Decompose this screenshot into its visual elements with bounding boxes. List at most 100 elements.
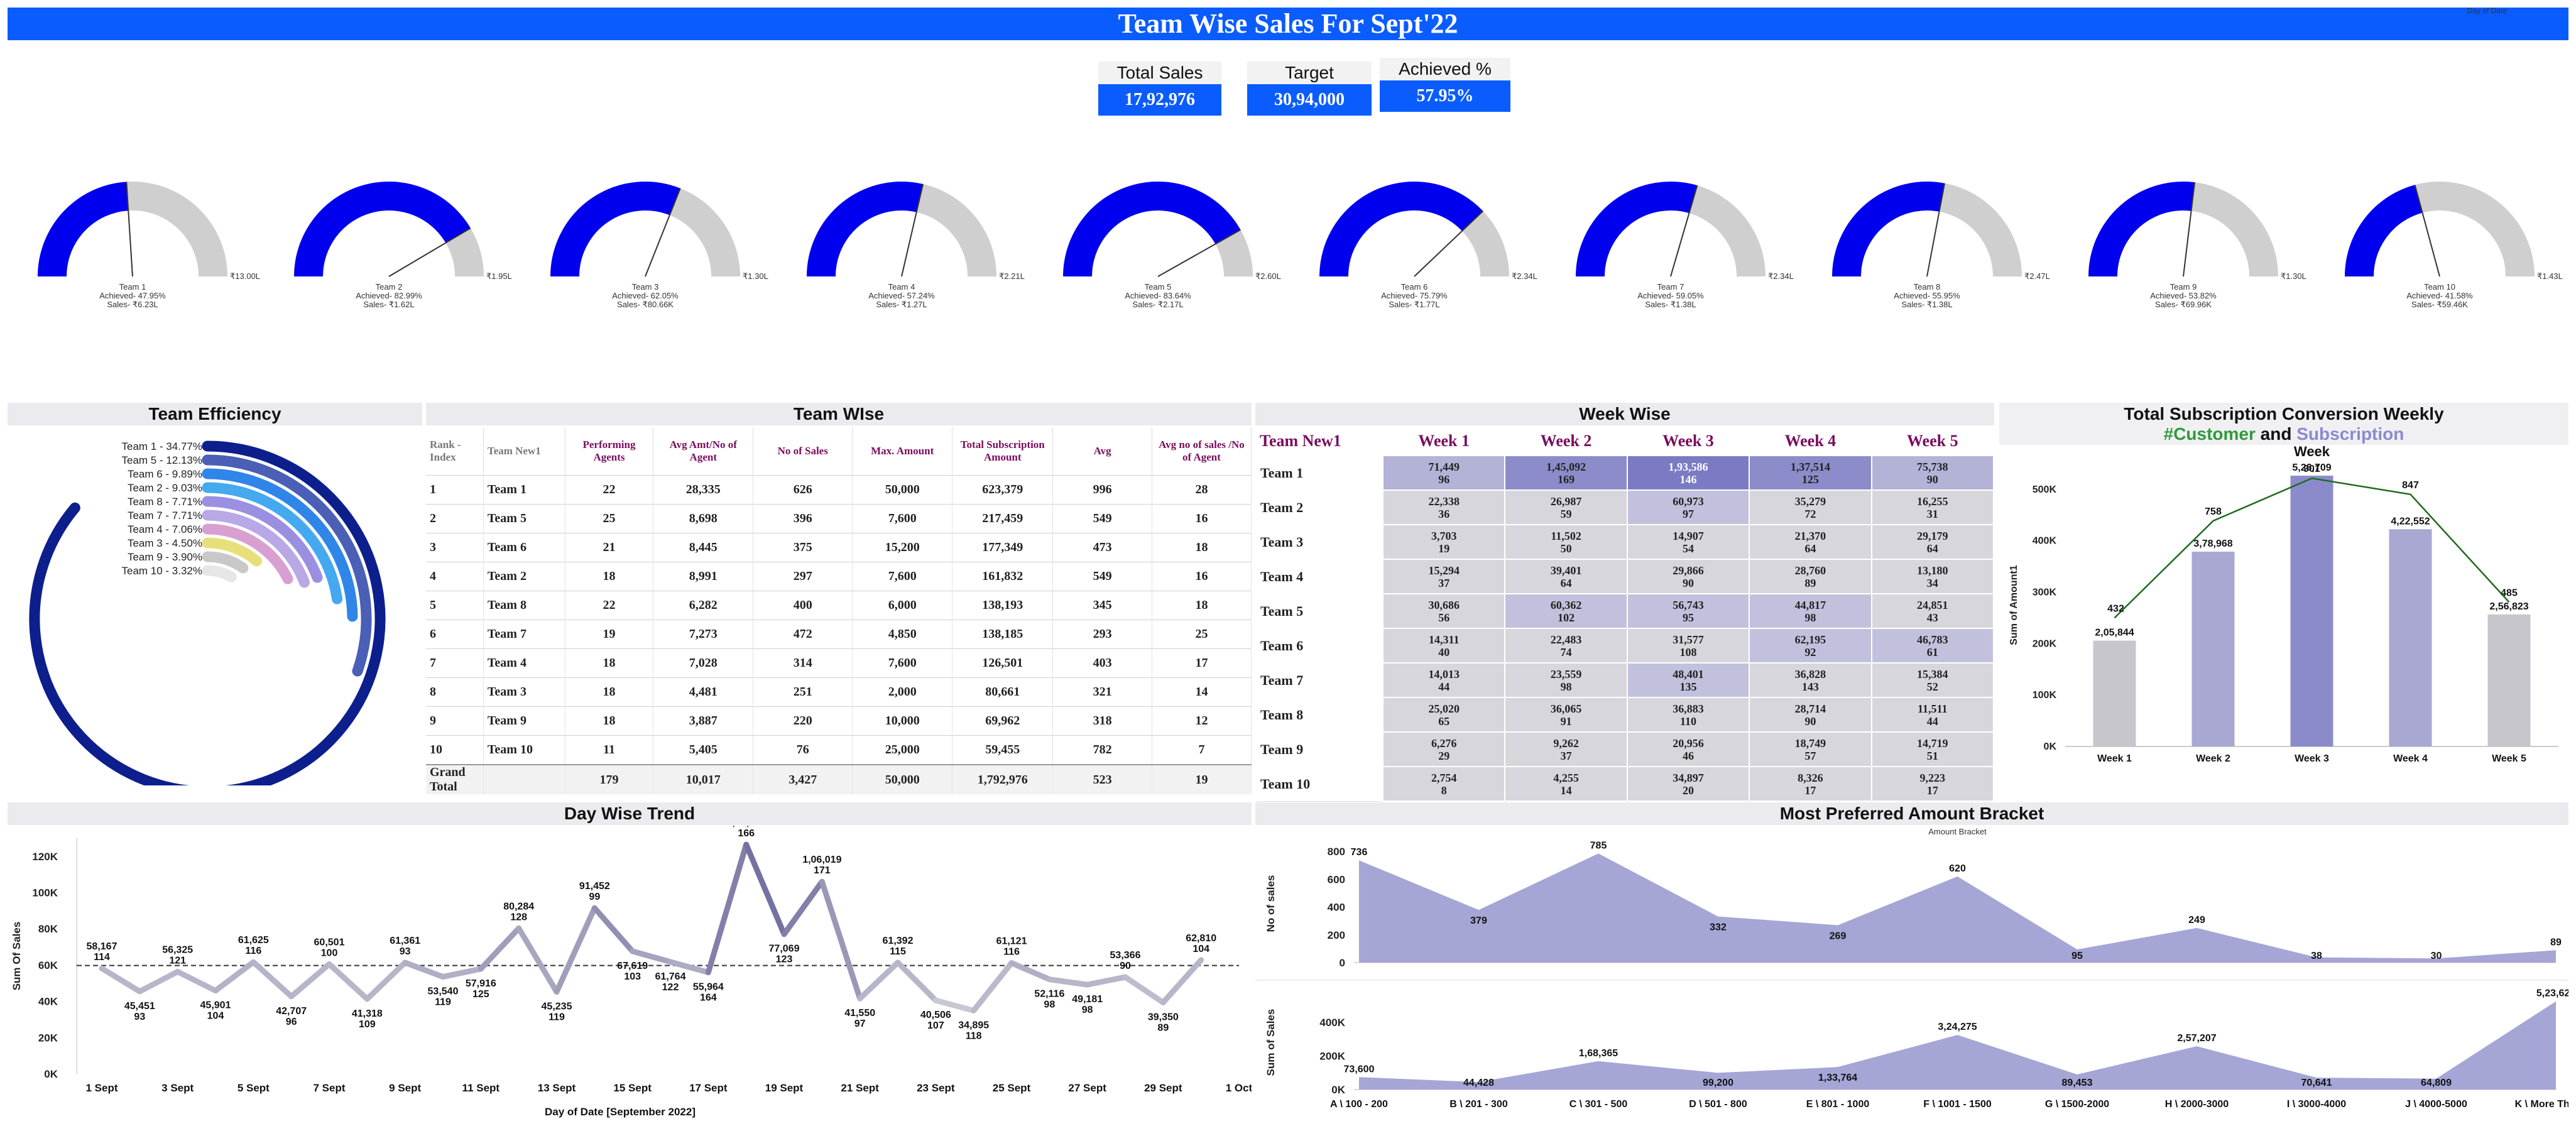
table-row[interactable]: Team 7 14,013 44 23,559 98 48,401 135 36,828 143… bbox=[1255, 662, 1995, 698]
bar[interactable] bbox=[2487, 614, 2531, 746]
grand-total-row[interactable]: Grand Total 179 10,017 3,427 50,000 1,792,976… bbox=[426, 764, 1252, 794]
table-row[interactable]: 9 Team 9 18 3,887 220 10,000 69,962 318 12 bbox=[426, 706, 1252, 736]
table-row[interactable]: Team 1 71,449 96 1,45,092 169 1,93,586 146 1,37… bbox=[1255, 455, 1995, 491]
table-row[interactable]: 4 Team 2 18 8,991 297 7,600 161,832 549 16 bbox=[426, 562, 1252, 591]
trend-segment[interactable] bbox=[743, 841, 787, 937]
week-cell[interactable]: 36,883 110 bbox=[1626, 697, 1750, 733]
week-cell[interactable]: 26,987 59 bbox=[1504, 489, 1628, 525]
trend-segment[interactable] bbox=[1046, 976, 1091, 988]
bar[interactable] bbox=[2191, 551, 2235, 746]
week-cell[interactable]: 36,828 143 bbox=[1749, 662, 1872, 698]
trend-segment[interactable] bbox=[1122, 974, 1166, 1005]
week-cell[interactable]: 34,897 20 bbox=[1626, 766, 1750, 802]
week-cell[interactable]: 1,37,514 125 bbox=[1749, 455, 1872, 491]
efficiency-arc[interactable] bbox=[202, 482, 343, 604]
efficiency-arc[interactable] bbox=[202, 510, 310, 588]
trend-segment[interactable] bbox=[1084, 974, 1128, 988]
col-header[interactable]: No of Sales bbox=[753, 427, 853, 476]
trend-segment[interactable] bbox=[971, 960, 1015, 1014]
week-cell[interactable]: 21,370 64 bbox=[1749, 524, 1872, 560]
table-row[interactable]: 3 Team 6 21 8,445 375 15,200 177,349 473 18 bbox=[426, 533, 1252, 562]
table-row[interactable]: 10 Team 10 11 5,405 76 25,000 59,455 782 7 bbox=[426, 735, 1252, 765]
col-header[interactable]: Week 1 bbox=[1418, 432, 1470, 450]
week-cell[interactable]: 23,559 98 bbox=[1504, 662, 1628, 698]
trend-segment[interactable] bbox=[554, 905, 598, 995]
week-cell[interactable]: 30,686 56 bbox=[1382, 593, 1506, 629]
table-row[interactable]: Team 4 15,294 37 39,401 64 29,866 90 28,760 89 13… bbox=[1255, 559, 1995, 594]
week-cell[interactable]: 14,013 44 bbox=[1382, 662, 1506, 698]
col-header[interactable]: Performing Agents bbox=[565, 427, 654, 476]
week-cell[interactable]: 6,276 29 bbox=[1382, 731, 1506, 767]
week-cell[interactable]: 60,362 102 bbox=[1504, 593, 1628, 629]
table-row[interactable]: Team 3 3,703 19 11,502 50 14,907 54 21,370 64 29,… bbox=[1255, 524, 1995, 560]
trend-segment[interactable] bbox=[1160, 957, 1204, 1005]
week-cell[interactable]: 46,783 61 bbox=[1870, 628, 1995, 664]
trend-segment[interactable] bbox=[478, 925, 522, 972]
week-cell[interactable]: 28,714 90 bbox=[1749, 697, 1872, 733]
week-cell[interactable]: 28,760 89 bbox=[1749, 559, 1872, 594]
table-row[interactable]: 1 Team 1 22 28,335 626 50,000 623,379 996 28 bbox=[426, 475, 1252, 505]
table-row[interactable]: Team 8 25,020 65 36,065 91 36,883 110 28,714 90 1… bbox=[1255, 697, 1995, 733]
col-header[interactable]: Avg bbox=[1052, 427, 1152, 476]
efficiency-arc[interactable] bbox=[202, 565, 237, 582]
efficiency-arc[interactable] bbox=[202, 496, 323, 583]
trend-segment[interactable] bbox=[402, 959, 446, 980]
week-cell[interactable]: 29,179 64 bbox=[1870, 524, 1995, 560]
trend-segment[interactable] bbox=[516, 925, 560, 995]
trend-segment[interactable] bbox=[250, 959, 295, 1000]
day-of-date-filter-label[interactable]: Day of Date bbox=[2467, 6, 2507, 15]
week-cell[interactable]: 25,020 65 bbox=[1382, 697, 1506, 733]
week-cell[interactable]: 11,502 50 bbox=[1504, 524, 1628, 560]
table-row[interactable]: Team 5 30,686 56 60,362 102 56,743 95 44,817 98 2… bbox=[1255, 593, 1995, 629]
week-cell[interactable]: 9,223 17 bbox=[1870, 766, 1995, 802]
efficiency-arc[interactable] bbox=[202, 537, 263, 567]
week-cell[interactable]: 16,255 31 bbox=[1870, 489, 1995, 525]
trend-segment[interactable] bbox=[781, 878, 825, 937]
week-cell[interactable]: 1,93,586 146 bbox=[1626, 455, 1750, 491]
trend-segment[interactable] bbox=[212, 959, 256, 994]
week-cell[interactable]: 36,065 91 bbox=[1504, 697, 1628, 733]
efficiency-arc[interactable] bbox=[29, 440, 386, 785]
trend-segment[interactable] bbox=[326, 961, 370, 1002]
col-header[interactable]: Total Subscription Amount bbox=[952, 427, 1054, 476]
col-header[interactable]: Week 5 bbox=[1906, 432, 1958, 450]
trend-segment[interactable] bbox=[175, 969, 219, 994]
trend-segment[interactable] bbox=[819, 878, 863, 1002]
trend-segment[interactable] bbox=[136, 969, 181, 995]
week-cell[interactable]: 3,703 19 bbox=[1382, 524, 1506, 560]
table-row[interactable]: 6 Team 7 19 7,273 472 4,850 138,185 293 25 bbox=[426, 620, 1252, 649]
trend-segment[interactable] bbox=[440, 966, 484, 980]
bar[interactable] bbox=[2389, 529, 2432, 746]
col-header[interactable]: Max. Amount bbox=[852, 427, 953, 476]
col-header[interactable]: Week 2 bbox=[1540, 432, 1592, 450]
col-header[interactable]: Avg Amt/No of Agent bbox=[653, 427, 754, 476]
week-cell[interactable]: 22,483 74 bbox=[1504, 628, 1628, 664]
week-cell[interactable]: 48,401 135 bbox=[1626, 662, 1750, 698]
table-row[interactable]: 5 Team 8 22 6,282 400 6,000 138,193 345 18 bbox=[426, 591, 1252, 620]
trend-segment[interactable] bbox=[1008, 960, 1052, 983]
week-cell[interactable]: 35,279 72 bbox=[1749, 489, 1872, 525]
week-cell[interactable]: 9,262 37 bbox=[1504, 731, 1628, 767]
week-cell[interactable]: 11,511 44 bbox=[1870, 697, 1995, 733]
table-row[interactable]: Team 9 6,276 29 9,262 37 20,956 46 18,749 57 14,7… bbox=[1255, 731, 1995, 767]
week-cell[interactable]: 29,866 90 bbox=[1626, 559, 1750, 594]
week-cell[interactable]: 20,956 46 bbox=[1626, 731, 1750, 767]
week-cell[interactable]: 44,817 98 bbox=[1749, 593, 1872, 629]
table-row[interactable]: 2 Team 5 25 8,698 396 7,600 217,459 549 16 bbox=[426, 504, 1252, 533]
trend-segment[interactable] bbox=[288, 961, 332, 1000]
week-cell[interactable]: 14,907 54 bbox=[1626, 524, 1750, 560]
col-header[interactable]: Rank - Index bbox=[426, 427, 484, 476]
table-row[interactable]: 8 Team 3 18 4,481 251 2,000 80,661 321 14 bbox=[426, 677, 1252, 707]
bar[interactable] bbox=[2290, 476, 2333, 746]
table-row[interactable]: 7 Team 4 18 7,028 314 7,600 126,501 403 17 bbox=[426, 648, 1252, 678]
trend-segment[interactable] bbox=[667, 959, 711, 976]
